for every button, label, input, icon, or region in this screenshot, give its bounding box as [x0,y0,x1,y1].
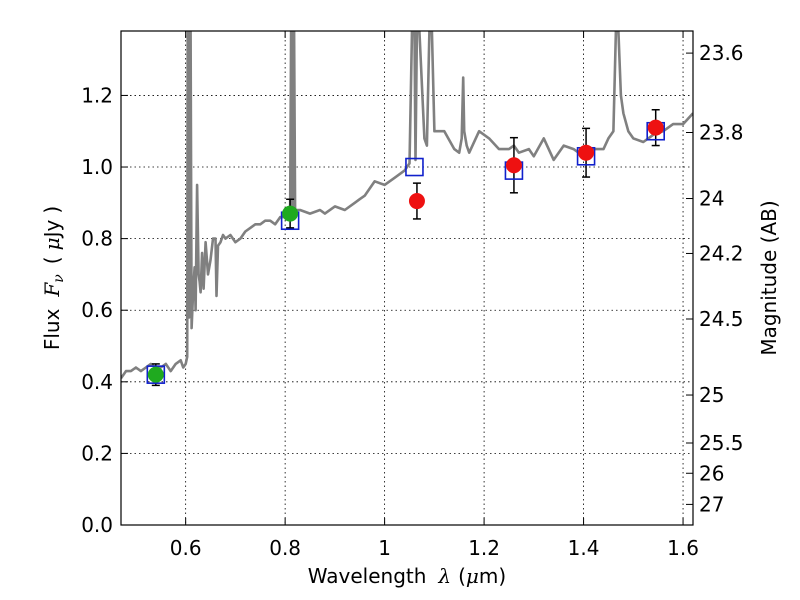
x-axis-label-text: Wavelength [308,564,427,588]
x-axis-ticks: 0.6 0.8 1 1.2 1.4 1.6 [170,31,699,560]
right-tick-label: 25 [699,383,724,407]
x-axis-label: Wavelength λ (μm) [308,564,506,588]
right-tick-label: 24.5 [699,307,744,331]
y-axis-label-symbol: F [40,282,64,298]
red-data-point [647,119,664,136]
y-axis-label-close: ) [40,206,64,214]
red-data-point [578,144,595,161]
green-data-point [282,205,299,222]
x-axis-label-open: ( [458,564,466,588]
y-tick-label: 1.2 [81,83,113,107]
y-tick-label: 0.8 [81,227,113,251]
right-tick-label: 27 [699,492,724,516]
y-tick-label: 1.0 [81,155,113,179]
right-tick-label: 23.8 [699,120,744,144]
observed-photometry-markers [147,119,664,383]
right-tick-label: 24 [699,187,724,211]
x-tick-label: 1.4 [568,536,600,560]
y-axis-label: Flux Fν ( μJy) [40,206,67,350]
x-tick-label: 0.8 [269,536,301,560]
right-axis-label: Magnitude (AB) [757,200,781,355]
right-tick-label: 26 [699,461,724,485]
y-axis-label-open: ( [40,256,64,264]
grid-lines [121,31,693,526]
green-data-point [147,366,164,383]
y-axis-ticks: 0.0 0.2 0.4 0.6 0.8 1.0 1.2 [81,83,128,537]
right-axis-ticks: 23.6 23.8 24 24.2 24.5 25 25.5 26 27 [686,41,744,516]
y-axis-label-subscript: ν [51,274,67,283]
x-tick-label: 1.2 [468,536,500,560]
x-tick-label: 1.6 [667,536,699,560]
right-tick-label: 23.6 [699,41,744,65]
x-axis-label-symbol: λ [437,564,451,588]
y-tick-label: 0.4 [81,370,113,394]
plot-area [121,31,693,387]
right-tick-label: 24.2 [699,241,744,265]
x-tick-label: 0.6 [170,536,202,560]
y-tick-label: 0.6 [81,298,113,322]
x-axis-label-mu: μ [466,564,479,588]
y-tick-label: 0.2 [81,441,113,465]
x-tick-label: 1 [378,536,391,560]
red-data-point [505,157,522,174]
spectrum-line [121,31,693,379]
red-data-point [408,193,425,210]
y-axis-label-text: Flux [40,308,64,350]
plot-frame [120,30,694,526]
y-axis-label-mu: μ [40,237,64,250]
model-photometry-square [405,157,424,177]
model-photometry-square [146,365,166,384]
y-tick-label: 0.0 [81,513,113,537]
y-axis-label-unit: Jy [40,219,64,239]
x-axis-label-unit: m) [479,564,506,588]
right-tick-label: 25.5 [699,431,744,455]
